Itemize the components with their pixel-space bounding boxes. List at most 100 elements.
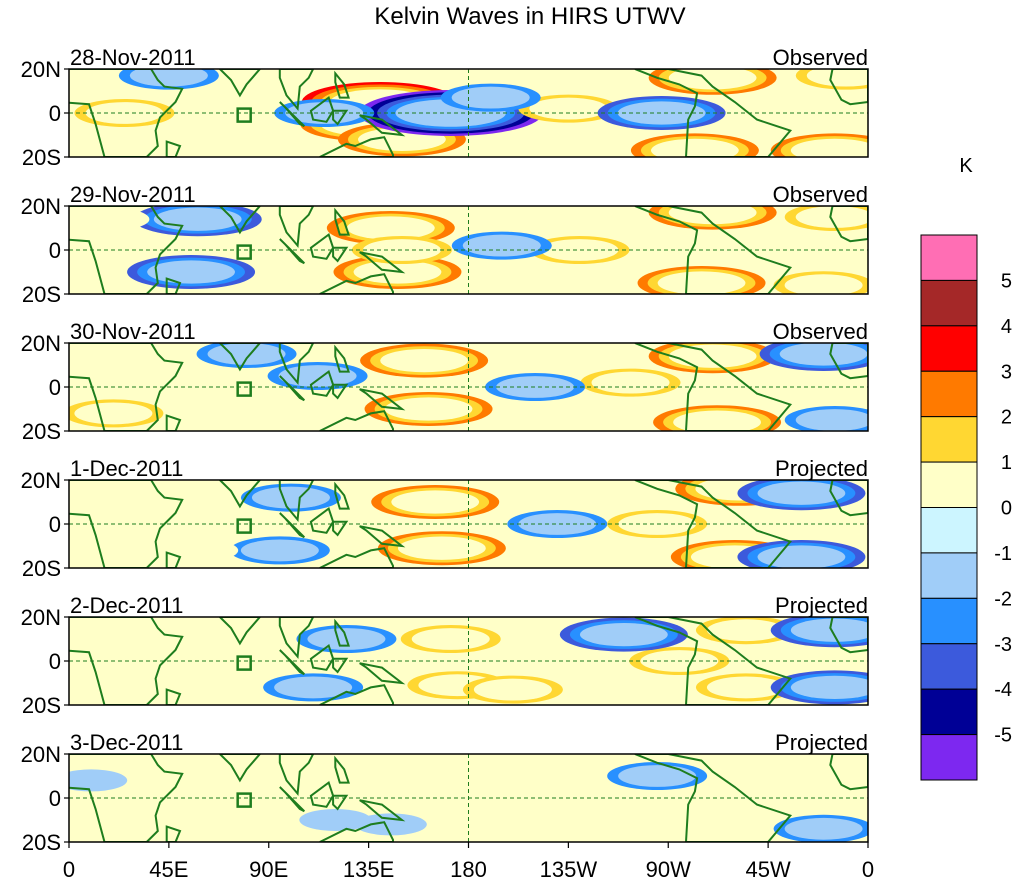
region-box	[236, 518, 252, 534]
coastline	[309, 232, 335, 260]
coastline	[278, 754, 315, 797]
panel-1: 20N 0 20S 28-Nov-2011 Observed	[21, 45, 869, 170]
coastline	[279, 649, 306, 676]
coastline	[359, 388, 406, 411]
y-tick-label: 20S	[22, 145, 61, 170]
anomaly-contour	[706, 619, 785, 642]
anomaly-field	[77, 206, 868, 294]
anomaly-contour	[462, 234, 541, 257]
coastline	[278, 206, 315, 249]
anomaly-feature	[267, 362, 368, 390]
y-tick-label: 0	[49, 512, 61, 537]
anomaly-feature	[648, 206, 777, 230]
coastline	[309, 506, 335, 534]
colorbar-label: 2	[1001, 407, 1012, 429]
anomaly-feature	[607, 762, 708, 790]
coastline	[279, 101, 306, 128]
colorbar-label: 3	[1001, 361, 1012, 383]
anomaly-feature	[196, 343, 297, 368]
coastline	[69, 206, 184, 294]
panel-date: 28-Nov-2011	[70, 45, 196, 70]
anomaly-feature	[770, 617, 868, 648]
anomaly-contour	[85, 102, 164, 124]
coastline	[69, 617, 184, 705]
x-tick-label: 45E	[149, 857, 188, 882]
anomaly-feature	[485, 373, 586, 401]
anomaly-feature	[507, 510, 608, 538]
anomaly-feature	[132, 628, 205, 650]
anomaly-feature	[773, 814, 868, 842]
anomaly-feature	[229, 536, 330, 565]
coastline	[165, 140, 182, 157]
anomaly-contour	[651, 138, 739, 157]
coastline	[334, 207, 350, 236]
anomaly-feature	[371, 485, 500, 519]
panel-6: 20N 0 20S 3-Dec-2011 Projected	[21, 730, 869, 855]
coastline	[634, 617, 793, 705]
coastline	[359, 251, 406, 274]
anomaly-feature	[326, 211, 455, 245]
coastline	[829, 480, 868, 517]
colorbar-label: -4	[994, 679, 1012, 701]
anomaly-feature	[240, 483, 341, 512]
coastline	[279, 238, 306, 265]
anomaly-feature	[770, 133, 868, 157]
colorbar-swatch	[920, 734, 978, 781]
coastline	[218, 480, 262, 509]
colorbar-swatch	[920, 325, 978, 372]
y-tick-label: 0	[49, 101, 61, 126]
region-box	[236, 244, 252, 260]
coastline	[309, 369, 335, 397]
coastline	[218, 343, 262, 372]
region-box	[236, 381, 252, 397]
coastline	[218, 617, 262, 646]
coastline	[218, 754, 262, 783]
anomaly-feature	[630, 133, 759, 157]
coastline	[69, 480, 184, 568]
anomaly-feature	[529, 236, 630, 264]
y-tick-label: 20S	[22, 556, 61, 581]
anomaly-feature	[299, 809, 372, 831]
coastline	[332, 109, 349, 126]
coastline	[278, 343, 315, 386]
y-tick-label: 0	[49, 375, 61, 400]
anomaly-feature	[597, 96, 726, 130]
panel-status: Observed	[773, 45, 868, 70]
anomaly-feature	[695, 673, 796, 702]
colorbar-swatch	[920, 688, 978, 736]
anomaly-feature	[364, 392, 493, 426]
coastline	[218, 206, 262, 235]
coastline	[634, 754, 793, 842]
anomaly-feature	[360, 343, 489, 378]
coastline	[829, 754, 868, 791]
y-tick-label: 20S	[22, 693, 61, 718]
y-tick-label: 20N	[21, 742, 61, 767]
coastline	[332, 246, 349, 263]
colorbar-swatch	[920, 507, 978, 554]
anomaly-feature	[77, 208, 150, 231]
coastline	[334, 755, 350, 784]
anomaly-feature	[648, 69, 777, 95]
anomaly-feature	[737, 540, 866, 568]
anomaly-feature	[377, 531, 506, 566]
anomaly-feature	[737, 480, 866, 511]
coastline	[829, 343, 868, 380]
anomaly-field	[69, 760, 868, 842]
anomaly-contour	[657, 271, 746, 294]
coastline	[359, 525, 406, 548]
anomaly-contour	[617, 101, 706, 125]
x-tick-label: 180	[450, 857, 487, 882]
anomaly-feature	[451, 231, 552, 260]
coastline	[279, 375, 306, 402]
coastline	[69, 343, 184, 431]
coastline	[278, 617, 315, 660]
anomaly-feature	[580, 368, 681, 397]
coastline	[634, 206, 793, 294]
colorbar-label: 0	[1001, 498, 1012, 520]
coastline	[829, 206, 868, 243]
region-box	[236, 792, 252, 808]
region-box	[236, 107, 252, 123]
anomaly-feature	[784, 206, 868, 231]
y-tick-label: 0	[49, 649, 61, 674]
coastline	[69, 69, 184, 157]
